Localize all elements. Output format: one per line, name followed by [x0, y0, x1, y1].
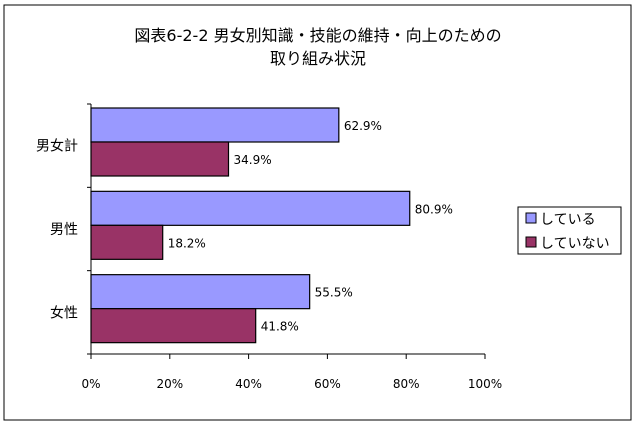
category-label: 男女計: [36, 138, 78, 155]
legend-label-doing: している: [540, 212, 596, 228]
x-tick-label: 40%: [235, 377, 262, 391]
data-label: 34.9%: [234, 153, 272, 167]
bar-not-doing: [90, 141, 230, 177]
legend-swatch-not-doing: [525, 236, 537, 248]
bar-doing: [90, 274, 311, 310]
data-label: 41.8%: [261, 320, 299, 334]
chart-title-line-2: 取り組み状況: [270, 49, 366, 68]
legend: している していない: [517, 206, 622, 255]
bar-doing: [90, 107, 340, 143]
bar-doing: [90, 190, 411, 226]
bar-not-doing: [90, 224, 164, 260]
bar-not-doing: [90, 308, 257, 344]
chart-title-line-1: 図表6-2-2 男女別知識・技能の維持・向上のための: [134, 26, 501, 45]
x-tick-label: 0%: [81, 377, 100, 391]
legend-swatch-doing: [525, 212, 537, 224]
data-label: 18.2%: [168, 236, 206, 250]
x-tick-label: 20%: [156, 377, 183, 391]
x-tick-label: 60%: [314, 377, 341, 391]
legend-label-not-doing: していない: [540, 236, 610, 252]
data-label: 80.9%: [415, 202, 453, 216]
x-tick-label: 100%: [468, 377, 502, 391]
category-label: 女性: [50, 304, 78, 321]
category-label: 男性: [50, 222, 78, 238]
data-label: 62.9%: [344, 119, 382, 133]
data-label: 55.5%: [315, 286, 353, 300]
x-tick-label: 80%: [393, 377, 420, 391]
